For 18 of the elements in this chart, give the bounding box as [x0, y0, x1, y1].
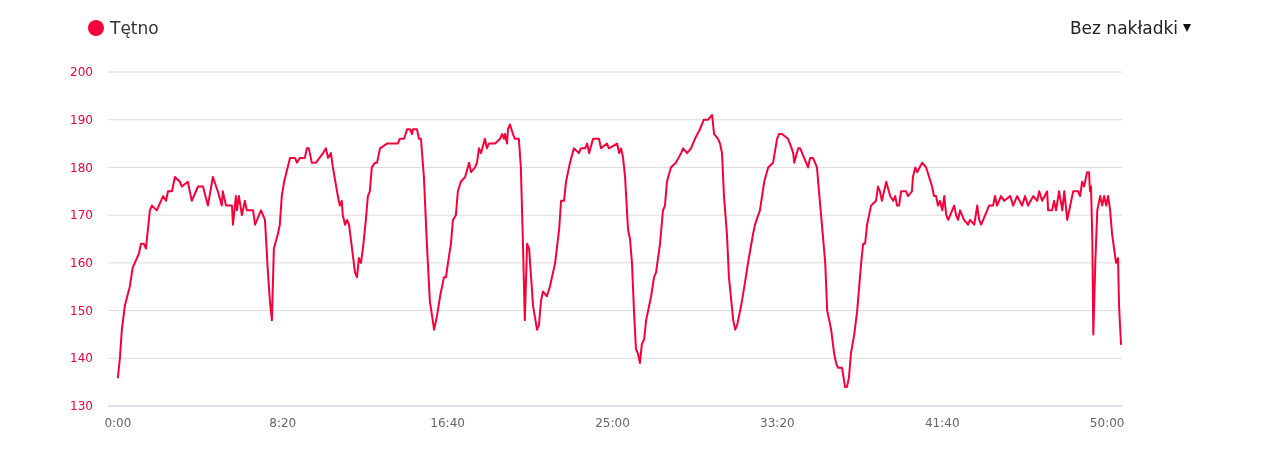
y-tick-label: 170: [70, 208, 93, 223]
x-tick-label: 33:20: [760, 416, 795, 430]
y-tick-label: 140: [70, 351, 93, 366]
x-tick-label: 0:00: [104, 416, 132, 430]
line-series: [116, 113, 1123, 388]
legend-label: Tętno: [109, 17, 159, 38]
x-tick-label: 8:20: [269, 416, 297, 430]
x-tick-label: 41:40: [924, 416, 960, 430]
y-tick-label: 150: [70, 303, 93, 318]
y-tick-label: 180: [70, 160, 93, 175]
y-tick-label: 160: [70, 256, 93, 271]
x-tick-label: 50:00: [1089, 416, 1125, 430]
y-tick-label: 200: [70, 65, 93, 80]
y-tick-label: 190: [70, 112, 93, 127]
text: Bez nakładki: [1069, 17, 1178, 38]
y-tick-label: 130: [70, 399, 93, 414]
x-tick-label: 25:00: [595, 416, 630, 430]
x-tick-label: 16:40: [430, 416, 465, 430]
